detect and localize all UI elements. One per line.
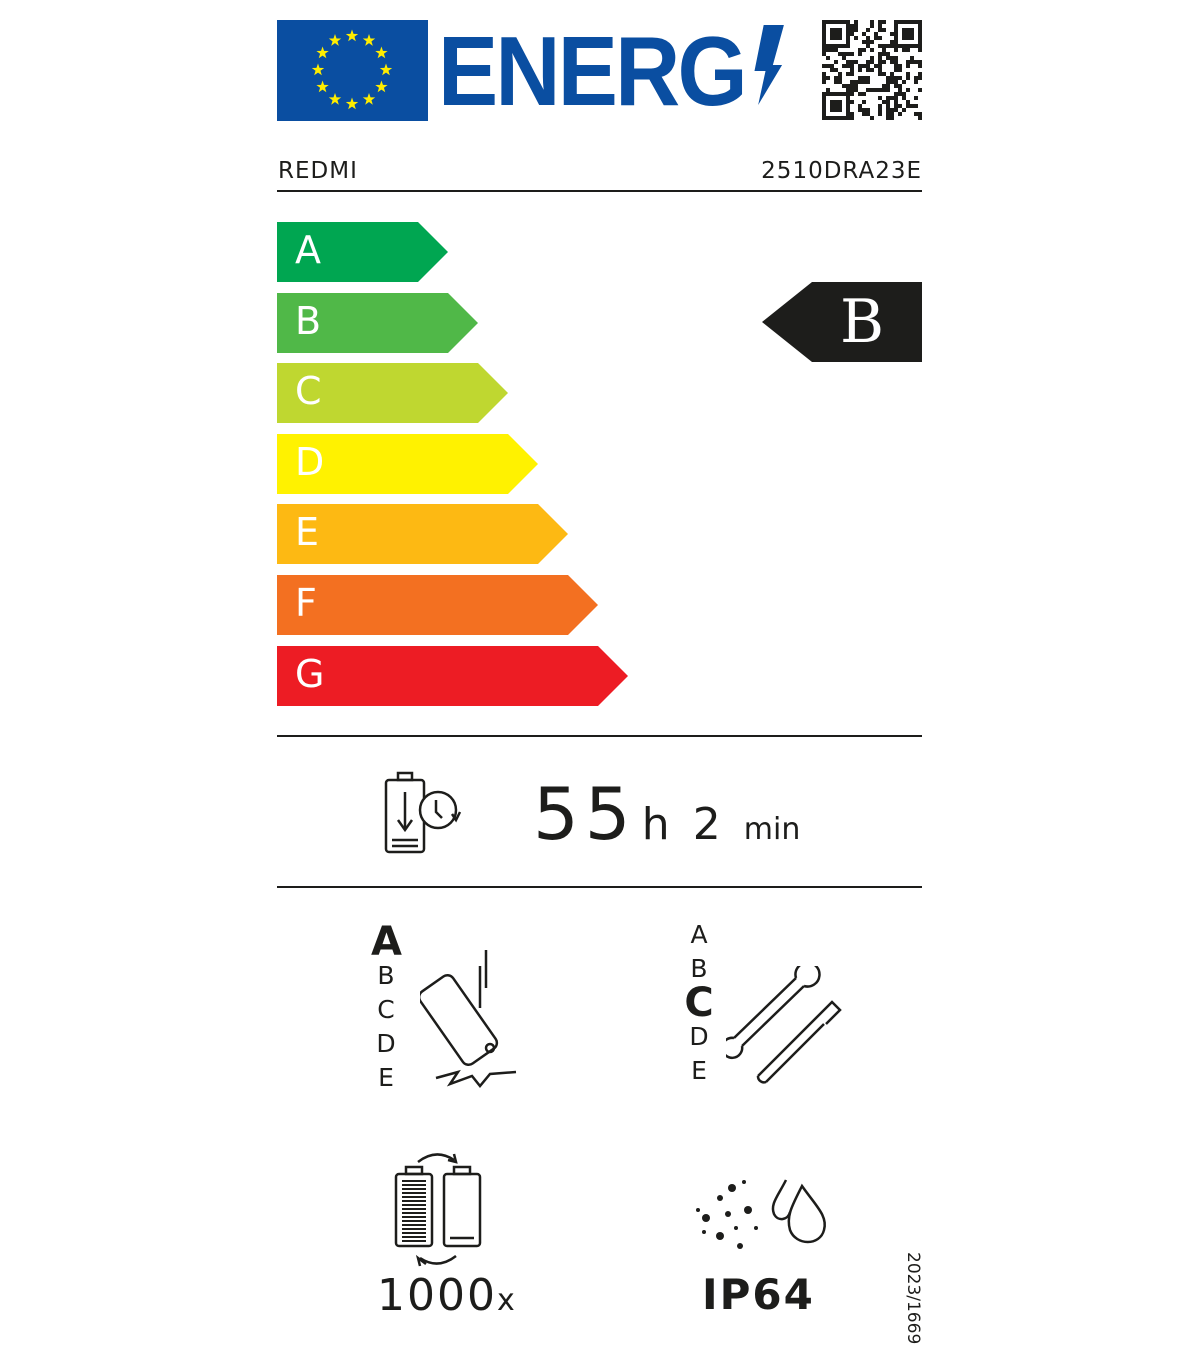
star-icon xyxy=(375,80,388,93)
divider xyxy=(277,886,922,888)
grade-c: C xyxy=(377,995,395,1024)
star-icon xyxy=(316,80,329,93)
energy-logo: ENERG xyxy=(438,16,784,126)
rating-arrow: B xyxy=(762,282,922,362)
model-id: 2510DRA23E xyxy=(761,158,922,184)
star-icon xyxy=(375,46,388,59)
battery-cycles-icon xyxy=(394,1153,482,1267)
hours-unit: h xyxy=(641,799,670,850)
star-icon xyxy=(345,97,359,110)
grade-b: B xyxy=(377,961,395,990)
star-icon xyxy=(311,63,325,76)
grade-a: A xyxy=(690,920,708,949)
star-icon xyxy=(362,34,376,46)
energy-logo-text: ENERG xyxy=(438,16,748,126)
class-letter: C xyxy=(295,369,322,414)
grade-c: C xyxy=(684,980,714,1026)
dust-water-icon xyxy=(696,1179,827,1249)
class-letter: G xyxy=(295,651,325,696)
star-icon xyxy=(345,29,359,42)
grade-d: D xyxy=(376,1029,396,1058)
star-icon xyxy=(328,34,342,46)
minutes-unit: min xyxy=(743,812,801,847)
brand-name: REDMI xyxy=(278,158,358,184)
eu-flag xyxy=(277,20,428,121)
class-letter: F xyxy=(295,581,317,625)
regulation-number: 2023/1669 xyxy=(903,1252,923,1345)
grade-a: A xyxy=(371,919,402,965)
cycles-value: 1000 xyxy=(377,1270,497,1321)
battery-cycles: 1000x xyxy=(377,1270,517,1321)
star-icon xyxy=(379,63,393,76)
grade-e: E xyxy=(378,1063,394,1092)
repair-tools-icon xyxy=(726,966,842,1084)
class-letter: D xyxy=(295,439,325,484)
ingress-protection: IP64 xyxy=(702,1270,815,1319)
divider xyxy=(277,735,922,737)
drop-phone-icon xyxy=(420,950,517,1088)
class-letter: E xyxy=(295,510,320,555)
minutes-value: 2 xyxy=(692,799,721,850)
star-icon xyxy=(316,46,329,59)
hours-value: 55 xyxy=(533,772,637,856)
grade-d: D xyxy=(689,1022,709,1051)
lightning-icon xyxy=(754,25,784,105)
star-icon xyxy=(328,92,342,105)
rating-letter: B xyxy=(840,287,885,357)
qr-code[interactable] xyxy=(822,20,922,120)
class-letter: A xyxy=(295,228,321,272)
battery-endurance-icon xyxy=(384,771,462,854)
class-letter: B xyxy=(295,298,322,343)
divider xyxy=(277,190,922,192)
grade-b: B xyxy=(690,954,708,983)
star-icon xyxy=(362,92,376,105)
cycles-unit: x xyxy=(496,1283,517,1318)
battery-endurance: 55 h 2 min xyxy=(533,772,800,856)
grade-e: E xyxy=(691,1056,707,1085)
